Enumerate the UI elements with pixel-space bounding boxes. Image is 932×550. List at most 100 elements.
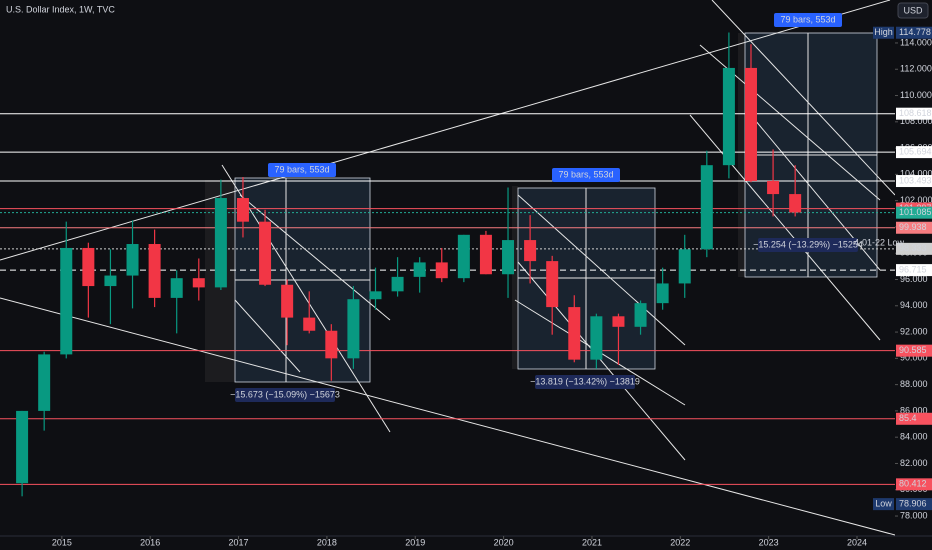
candle-body bbox=[612, 316, 625, 327]
price-label-bg bbox=[896, 498, 932, 511]
candle-body bbox=[347, 299, 360, 359]
y-tick-label: 78.000 bbox=[900, 510, 928, 520]
candle-body bbox=[82, 247, 95, 287]
candle-body bbox=[214, 198, 227, 288]
candle-body bbox=[744, 67, 757, 181]
candle-body bbox=[656, 283, 669, 304]
price-label-bg bbox=[896, 344, 932, 357]
price-label: 99.938 bbox=[899, 222, 927, 232]
x-tick-label: 2016 bbox=[140, 537, 160, 547]
candle-body bbox=[38, 354, 51, 411]
candle-body bbox=[479, 234, 492, 275]
price-label: 96.715 bbox=[899, 264, 927, 274]
x-tick-label: 2018 bbox=[317, 537, 337, 547]
candle-body bbox=[590, 316, 603, 360]
candle-body bbox=[568, 307, 581, 360]
y-tick-label: 114.000 bbox=[900, 37, 932, 47]
price-label: 98.333 bbox=[899, 243, 927, 253]
candle-body bbox=[170, 278, 183, 298]
annotation: 4-01-22 Low bbox=[854, 237, 905, 247]
y-tick-label: 92.000 bbox=[900, 326, 928, 336]
price-axis bbox=[895, 22, 932, 536]
candle-body bbox=[413, 262, 426, 277]
candle-body bbox=[16, 410, 29, 484]
y-tick-label: 104.000 bbox=[900, 169, 932, 179]
candle-body bbox=[104, 275, 117, 287]
candle-body bbox=[60, 247, 73, 355]
price-label-bg bbox=[896, 478, 932, 491]
shade bbox=[738, 33, 745, 277]
trend-line bbox=[711, 0, 896, 196]
trend-line bbox=[517, 261, 686, 461]
currency[interactable]: USD bbox=[903, 5, 923, 15]
bars-label-bg bbox=[552, 168, 620, 182]
price-label-bg bbox=[896, 206, 932, 219]
change-label-bg bbox=[535, 375, 635, 389]
trend-line bbox=[221, 164, 391, 433]
y-tick-label: 112.000 bbox=[900, 64, 932, 74]
price-label: 90.585 bbox=[899, 345, 927, 355]
candle-body bbox=[281, 284, 294, 318]
x-tick-label: 2023 bbox=[759, 537, 779, 547]
price-label: 105.694 bbox=[899, 146, 932, 156]
x-tick-label: 2024 bbox=[847, 537, 867, 547]
price-label: 85.4 bbox=[899, 413, 917, 423]
x-tick-label: 2015 bbox=[52, 537, 72, 547]
candle-body bbox=[259, 221, 272, 285]
x-tick-label: 2021 bbox=[582, 537, 602, 547]
candle-body bbox=[192, 278, 205, 288]
candle-body bbox=[524, 240, 537, 262]
chart-title: U.S. Dollar Index, 1W, TVC bbox=[6, 4, 115, 14]
price-label-bg bbox=[896, 26, 932, 39]
candle-body bbox=[502, 240, 515, 275]
x-tick-label: 2017 bbox=[229, 537, 249, 547]
drawings bbox=[0, 0, 896, 536]
bars-label-bg bbox=[268, 163, 336, 177]
bars-label-bg bbox=[774, 13, 842, 27]
candle-body bbox=[789, 194, 802, 213]
price-label-bg bbox=[896, 107, 932, 120]
trend-line bbox=[0, 0, 891, 261]
candle-body bbox=[700, 165, 713, 250]
bars-label: 79 bars, 553d bbox=[780, 14, 835, 24]
price-label: 108.618 bbox=[899, 108, 932, 118]
x-tick-label: 2022 bbox=[670, 537, 690, 547]
price-label: 78.906 bbox=[899, 498, 927, 508]
y-tick-label: 88.000 bbox=[900, 379, 928, 389]
trend-line bbox=[754, 119, 881, 271]
currency-button[interactable] bbox=[897, 2, 929, 19]
price-label: 114.778 bbox=[899, 27, 931, 37]
candle-body bbox=[767, 180, 780, 195]
price-label: 103.493 bbox=[899, 175, 932, 185]
candle-body bbox=[457, 234, 470, 279]
y-tick-label: 110.000 bbox=[900, 90, 932, 100]
change-label-bg bbox=[235, 388, 335, 402]
y-tick-label: 90.000 bbox=[900, 353, 928, 363]
y-tick-label: 86.000 bbox=[900, 405, 928, 415]
y-tick-label: 84.000 bbox=[900, 432, 928, 442]
price-label-bg bbox=[896, 242, 932, 255]
change-label: −15.673 (−15.09%) −15673 bbox=[230, 389, 340, 399]
candle-body bbox=[678, 249, 691, 284]
bars-label: 79 bars, 553d bbox=[558, 169, 613, 179]
candle-body bbox=[435, 262, 448, 279]
x-tick-label: 2020 bbox=[494, 537, 514, 547]
candle-body bbox=[546, 261, 559, 308]
price-label-bg bbox=[896, 221, 932, 234]
price-label-bg bbox=[896, 264, 932, 277]
y-tick-label: 102.000 bbox=[900, 195, 932, 205]
candle-body bbox=[303, 317, 316, 331]
price-label-bg bbox=[896, 175, 932, 188]
price-tag: Low bbox=[875, 498, 892, 508]
price-label: 80.412 bbox=[899, 479, 927, 489]
trend-line bbox=[0, 297, 896, 536]
price-label-bg bbox=[896, 146, 932, 159]
price-label-bg bbox=[896, 412, 932, 425]
price-tag-bg bbox=[873, 26, 894, 39]
candle-body bbox=[236, 198, 249, 222]
candle-body bbox=[369, 291, 382, 300]
y-tick-label: 108.000 bbox=[900, 116, 932, 126]
price-tag-bg bbox=[873, 498, 894, 511]
change-label: −15.254 (−13.29%) −15254 bbox=[753, 239, 863, 249]
candle-body bbox=[391, 276, 404, 292]
